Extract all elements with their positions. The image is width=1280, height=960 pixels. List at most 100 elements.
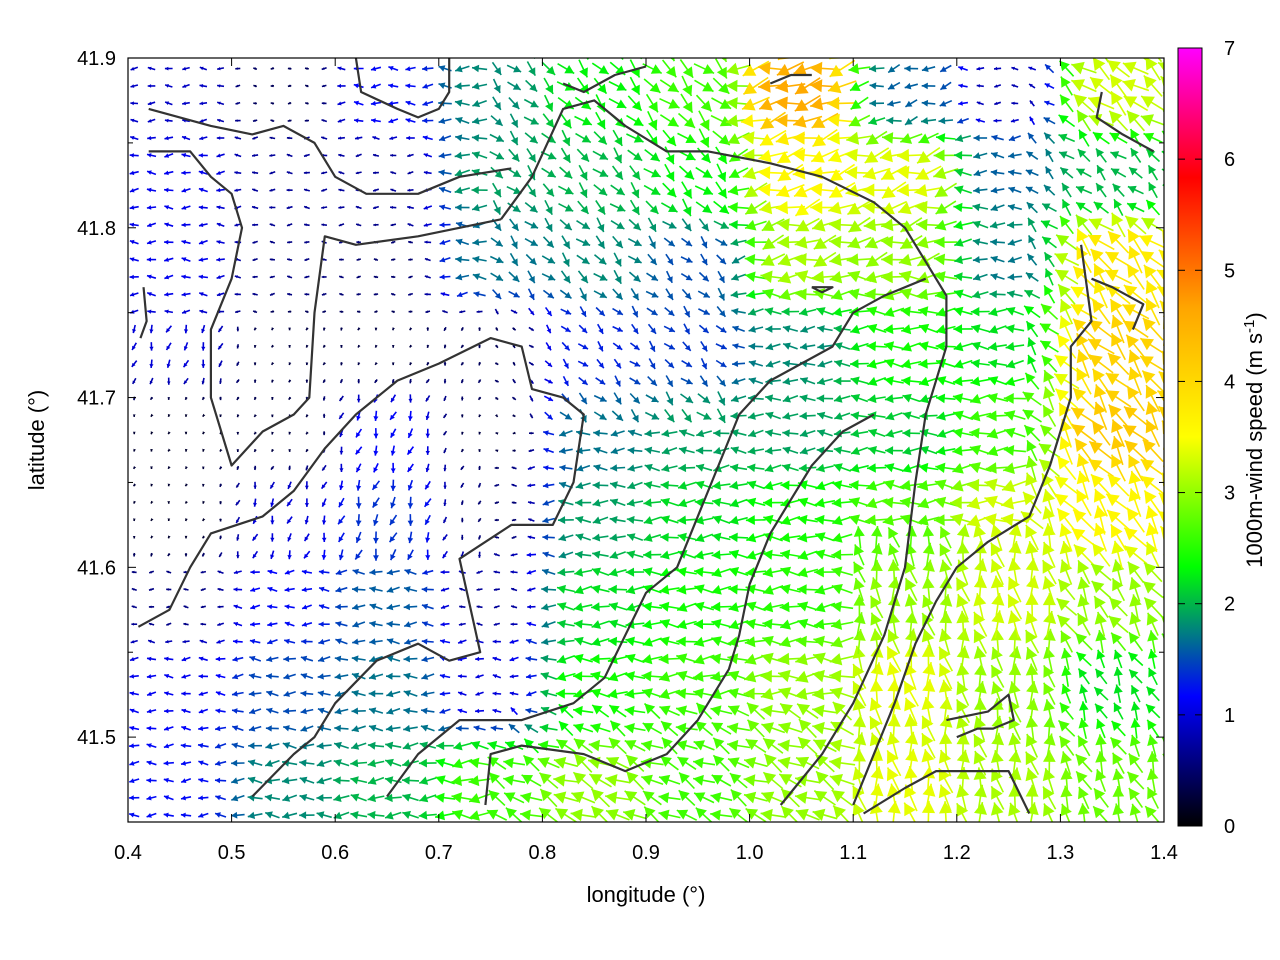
wind-arrow — [214, 812, 227, 818]
wind-arrow — [247, 776, 263, 784]
wind-arrow — [231, 742, 245, 749]
wind-arrow — [233, 570, 242, 575]
wind-arrow — [231, 759, 245, 767]
x-tick-label: 0.7 — [425, 842, 453, 864]
wind-arrow — [216, 274, 225, 280]
wind-arrow — [181, 708, 191, 714]
wind-arrow — [131, 342, 137, 351]
wind-arrow — [164, 170, 174, 176]
y-tick-label: 41.8 — [77, 218, 116, 240]
wind-arrow — [147, 118, 156, 123]
wind-arrow — [146, 656, 157, 662]
wind-arrow — [148, 605, 155, 609]
x-tick-label: 0.9 — [632, 842, 660, 864]
wind-arrow — [129, 656, 139, 662]
wind-arrow — [130, 84, 139, 88]
wind-arrow — [200, 622, 207, 626]
wind-arrow — [219, 518, 222, 522]
wind-arrow — [248, 742, 263, 750]
wind-arrow — [215, 708, 226, 714]
wind-arrow — [164, 205, 174, 210]
wind-arrow — [201, 483, 205, 487]
wind-arrow — [163, 777, 174, 783]
wind-arrow — [146, 205, 157, 210]
wind-arrow — [131, 622, 138, 626]
wind-arrow — [164, 292, 174, 297]
wind-arrow — [128, 812, 140, 818]
wind-arrow — [199, 66, 208, 71]
wind-arrow — [247, 811, 263, 819]
wind-arrow — [236, 465, 240, 471]
wind-arrow — [216, 101, 225, 106]
y-tick-label: 41.7 — [77, 388, 116, 410]
wind-arrow — [216, 292, 225, 297]
wind-arrow — [184, 448, 188, 452]
wind-arrow — [216, 136, 225, 140]
wind-arrow — [146, 760, 157, 766]
wind-arrow — [232, 656, 244, 662]
wind-arrow — [129, 292, 139, 297]
wind-arrow — [164, 222, 174, 227]
wind-arrow — [163, 691, 174, 696]
wind-arrow — [164, 118, 173, 123]
wind-arrow — [184, 535, 188, 539]
wind-arrow — [181, 187, 191, 193]
wind-arrow — [182, 66, 190, 71]
wind-arrow — [164, 656, 174, 662]
wind-arrow — [129, 778, 140, 784]
wind-arrow — [164, 84, 173, 88]
wind-arrow — [198, 274, 208, 280]
wind-arrow — [219, 414, 222, 418]
wind-arrow — [182, 83, 190, 88]
wind-arrow — [216, 205, 225, 210]
wind-arrow — [198, 674, 209, 679]
wind-arrow — [233, 604, 243, 609]
wind-arrow — [129, 135, 139, 141]
wind-arrow — [150, 483, 154, 487]
wind-arrow — [202, 448, 205, 452]
colorbar-tick-label: 3 — [1224, 483, 1235, 505]
wind-arrow — [132, 483, 137, 487]
wind-arrow — [150, 552, 153, 557]
wind-arrows-layer — [128, 58, 1164, 822]
wind-arrow — [146, 708, 157, 714]
wind-arrow — [217, 84, 225, 88]
wind-arrow — [131, 587, 137, 592]
wind-arrow — [166, 588, 172, 591]
wind-arrow — [184, 414, 188, 417]
x-tick-label: 1.0 — [736, 842, 764, 864]
wind-arrow — [180, 743, 192, 749]
wind-arrow — [129, 274, 139, 280]
wind-arrow — [147, 101, 156, 106]
wind-arrow — [184, 553, 188, 557]
wind-arrow — [167, 466, 171, 470]
x-tick-label: 1.4 — [1150, 842, 1178, 864]
wind-arrow — [147, 136, 156, 141]
y-tick-label: 41.5 — [77, 727, 116, 749]
wind-arrow — [167, 483, 171, 487]
wind-arrow — [146, 691, 157, 697]
wind-arrow — [231, 690, 244, 697]
wind-arrow — [147, 309, 156, 314]
colorbar-tick-label: 5 — [1224, 260, 1235, 282]
colorbar-tick-label: 1 — [1224, 705, 1235, 727]
wind-arrow — [231, 708, 244, 714]
wind-arrow — [164, 66, 173, 71]
wind-arrow — [181, 656, 191, 662]
x-tick-label: 0.8 — [528, 842, 556, 864]
wind-arrow — [181, 257, 191, 262]
wind-arrow — [216, 639, 225, 644]
wind-arrow — [149, 396, 154, 401]
wind-arrow — [216, 240, 225, 245]
wind-arrow — [129, 222, 139, 227]
wind-arrow — [219, 448, 223, 452]
wind-arrow — [165, 639, 173, 644]
wind-arrow — [150, 466, 153, 469]
wind-arrow — [248, 690, 262, 697]
wind-arrow — [149, 377, 154, 385]
wind-arrow — [167, 501, 171, 504]
wind-arrow — [181, 292, 191, 297]
wind-arrow — [166, 570, 172, 574]
wind-arrow — [129, 725, 140, 731]
wind-arrow — [198, 656, 208, 662]
